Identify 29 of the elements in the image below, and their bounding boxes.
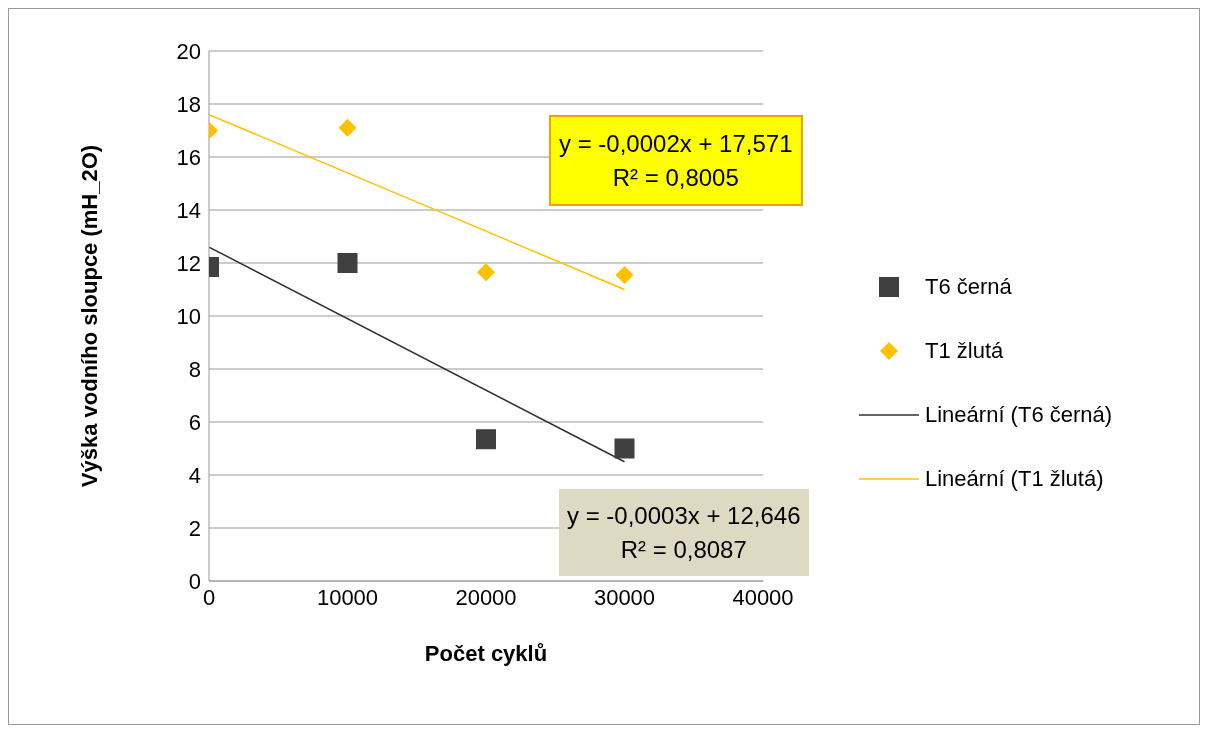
y-tick-label: 6 — [188, 409, 201, 435]
y-tick-label: 14 — [176, 197, 201, 223]
y-axis-title: Výška vodního sloupce (mH_2O) — [76, 144, 102, 488]
x-tick-label: 40000 — [732, 584, 794, 610]
y-tick-label: 4 — [188, 462, 201, 488]
y-tick-label: 12 — [176, 250, 201, 276]
x-tick-label: 10000 — [316, 584, 379, 610]
y-tick-label: 18 — [176, 91, 201, 117]
x-tick-label: 20000 — [455, 584, 517, 610]
legend-label: T6 černá — [925, 274, 1012, 300]
x-axis-title: Počet cyklů — [424, 641, 548, 666]
legend-label: T1 žlutá — [925, 338, 1004, 364]
y-tick-label: 2 — [188, 515, 201, 541]
point — [338, 118, 357, 137]
y-tick-label: 8 — [188, 356, 201, 382]
point — [476, 429, 496, 450]
y-tick-label: 10 — [176, 303, 201, 329]
point — [615, 265, 634, 284]
point — [477, 263, 495, 282]
legend-label: Lineární (T1 žlutá) — [925, 466, 1104, 492]
x-tick-label: 30000 — [593, 584, 656, 610]
point — [614, 438, 635, 459]
annotation: y = -0,0002x + 17,571 R² = 0,8005 — [549, 115, 803, 207]
y-tick-label: 0 — [188, 568, 201, 594]
y-tick-label: 20 — [176, 38, 201, 64]
point — [337, 253, 358, 273]
annotation: y = -0,0003x + 12,646 R² = 0,8087 — [559, 489, 809, 577]
y-tick-label: 16 — [176, 144, 201, 170]
legend-label: Lineární (T6 černá) — [925, 402, 1113, 428]
